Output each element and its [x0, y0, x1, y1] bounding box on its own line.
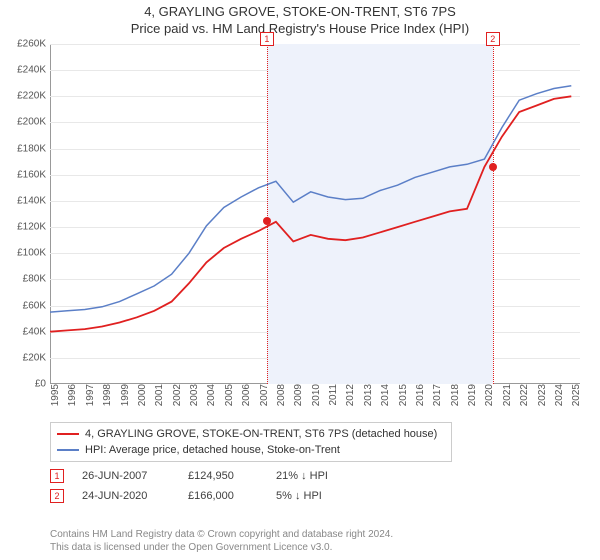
sale-delta: 5% ↓ HPI — [276, 490, 366, 502]
y-tick-label: £40K — [23, 326, 50, 337]
x-tick-label: 2001 — [150, 384, 165, 406]
x-tick-label: 2014 — [376, 384, 391, 406]
x-tick-label: 2015 — [394, 384, 409, 406]
x-tick-label: 2017 — [428, 384, 443, 406]
y-tick-label: £220K — [17, 91, 50, 102]
sales-table: 1 26-JUN-2007 £124,950 21% ↓ HPI 2 24-JUN-202… — [50, 466, 366, 506]
x-tick-label: 2018 — [446, 384, 461, 406]
sale-price: £166,000 — [188, 490, 258, 502]
x-tick-label: 2011 — [324, 384, 339, 406]
sale-price: £124,950 — [188, 470, 258, 482]
x-tick-label: 2008 — [272, 384, 287, 406]
x-tick-label: 2013 — [359, 384, 374, 406]
legend: 4, GRAYLING GROVE, STOKE-ON-TRENT, ST6 7… — [50, 422, 452, 462]
x-tick-label: 2007 — [255, 384, 270, 406]
y-tick-label: £100K — [17, 248, 50, 259]
x-tick-label: 2012 — [341, 384, 356, 406]
x-tick-label: 2002 — [168, 384, 183, 406]
chart-title: 4, GRAYLING GROVE, STOKE-ON-TRENT, ST6 7… — [0, 4, 600, 19]
sale-index-badge: 2 — [50, 489, 64, 503]
sale-marker-badge: 1 — [260, 32, 274, 46]
x-tick-label: 2024 — [550, 384, 565, 406]
ownership-band — [267, 44, 493, 384]
footer-line: This data is licensed under the Open Gov… — [50, 541, 393, 554]
sale-delta: 21% ↓ HPI — [276, 470, 366, 482]
y-tick-label: £140K — [17, 195, 50, 206]
x-tick-label: 1996 — [63, 384, 78, 406]
x-tick-label: 1997 — [81, 384, 96, 406]
sale-marker-dot — [263, 217, 271, 225]
sale-marker-dot — [489, 163, 497, 171]
sale-marker-badge: 2 — [486, 32, 500, 46]
x-tick-label: 2019 — [463, 384, 478, 406]
y-tick-label: £120K — [17, 222, 50, 233]
x-tick-label: 2000 — [133, 384, 148, 406]
x-tick-label: 2004 — [202, 384, 217, 406]
x-tick-label: 2005 — [220, 384, 235, 406]
sale-marker-line — [267, 44, 268, 384]
chart-subtitle: Price paid vs. HM Land Registry's House … — [0, 21, 600, 36]
footer-line: Contains HM Land Registry data © Crown c… — [50, 528, 393, 541]
x-tick-label: 2020 — [480, 384, 495, 406]
y-tick-label: £240K — [17, 65, 50, 76]
x-tick-label: 1998 — [98, 384, 113, 406]
license-footer: Contains HM Land Registry data © Crown c… — [50, 528, 393, 554]
legend-label: HPI: Average price, detached house, Stok… — [85, 444, 340, 456]
x-tick-label: 2010 — [307, 384, 322, 406]
y-tick-label: £260K — [17, 39, 50, 50]
x-tick-label: 2025 — [567, 384, 582, 406]
legend-swatch — [57, 449, 79, 451]
x-tick-label: 2006 — [237, 384, 252, 406]
x-tick-label: 1995 — [46, 384, 61, 406]
sale-row: 2 24-JUN-2020 £166,000 5% ↓ HPI — [50, 486, 366, 506]
sale-date: 24-JUN-2020 — [82, 490, 170, 502]
y-tick-label: £160K — [17, 169, 50, 180]
x-tick-label: 2016 — [411, 384, 426, 406]
legend-row: HPI: Average price, detached house, Stok… — [57, 442, 445, 458]
y-tick-label: £80K — [23, 274, 50, 285]
price-chart: £0£20K£40K£60K£80K£100K£120K£140K£160K£1… — [50, 44, 580, 384]
y-tick-label: £20K — [23, 352, 50, 363]
y-tick-label: £200K — [17, 117, 50, 128]
x-tick-label: 2003 — [185, 384, 200, 406]
y-tick-label: £60K — [23, 300, 50, 311]
x-tick-label: 2022 — [515, 384, 530, 406]
x-tick-label: 1999 — [116, 384, 131, 406]
x-tick-label: 2021 — [498, 384, 513, 406]
x-tick-label: 2023 — [533, 384, 548, 406]
sale-date: 26-JUN-2007 — [82, 470, 170, 482]
sale-index-badge: 1 — [50, 469, 64, 483]
sale-row: 1 26-JUN-2007 £124,950 21% ↓ HPI — [50, 466, 366, 486]
legend-row: 4, GRAYLING GROVE, STOKE-ON-TRENT, ST6 7… — [57, 426, 445, 442]
sale-marker-line — [493, 44, 494, 384]
y-tick-label: £180K — [17, 143, 50, 154]
legend-label: 4, GRAYLING GROVE, STOKE-ON-TRENT, ST6 7… — [85, 428, 437, 440]
legend-swatch — [57, 433, 79, 435]
x-tick-label: 2009 — [289, 384, 304, 406]
